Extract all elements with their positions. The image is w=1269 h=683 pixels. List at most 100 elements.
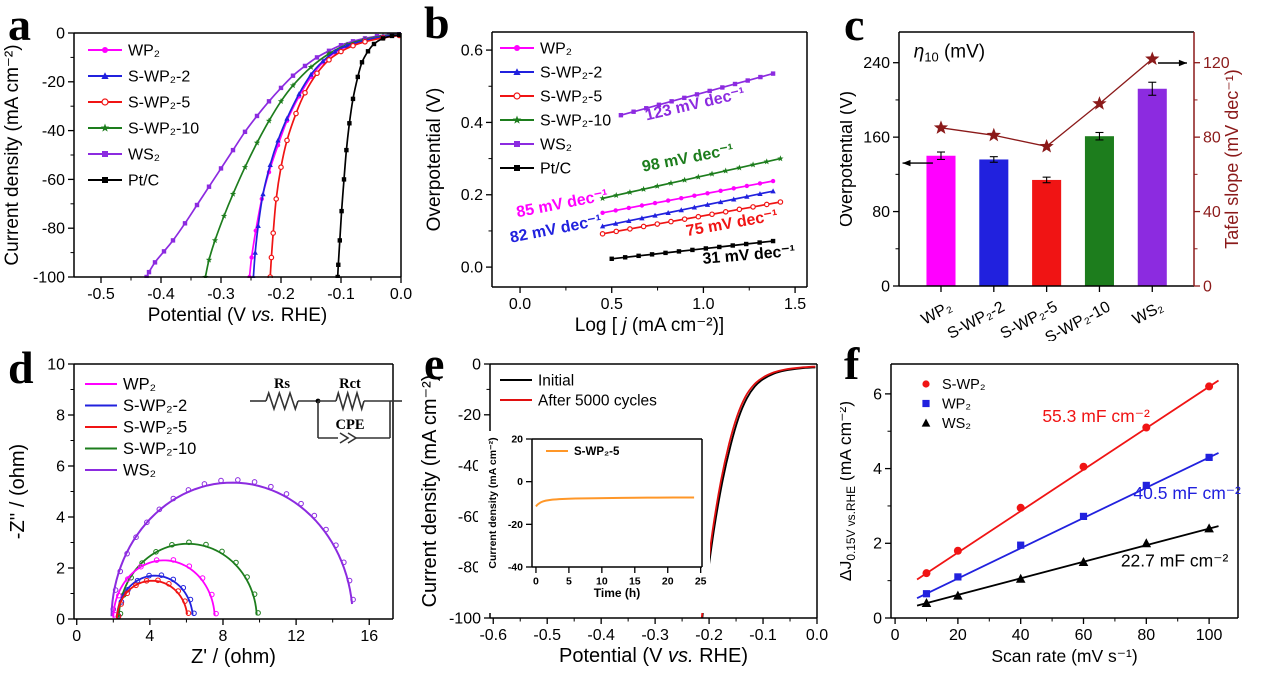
svg-text:4: 4 (873, 461, 882, 478)
svg-text:80: 80 (1137, 627, 1155, 644)
chart-f: 0 20 40 60 80 100 0 2 4 6 Scan rate (mV s⁻¹) ΔJ0.15… (840, 363, 1241, 666)
svg-text:0.4: 0.4 (461, 115, 483, 132)
svg-text:0: 0 (56, 25, 65, 42)
svg-text:WP₂: WP₂ (540, 40, 572, 57)
svg-text:10: 10 (596, 576, 608, 588)
svg-text:-40: -40 (508, 562, 523, 574)
svg-text:S-WP₂-5: S-WP₂-5 (540, 88, 602, 105)
svg-text:25: 25 (695, 576, 707, 588)
svg-text:120: 120 (1203, 55, 1230, 72)
svg-text:0.0: 0.0 (806, 627, 828, 644)
chart-a: -0.5 -0.4 -0.3 -0.2 -0.1 0.0 0 -20 -40 -60 -80 -100… (2, 25, 412, 326)
svg-text:S-WP₂: S-WP₂ (942, 377, 986, 393)
svg-text:S-WP₂-2: S-WP₂-2 (540, 64, 602, 81)
svg-text:4: 4 (56, 509, 65, 526)
svg-text:0: 0 (891, 627, 900, 644)
chart-d: 0 4 8 12 16 0 2 4 6 8 10 Z' / (ohm) -Z'' / (ohm) WP₂ S… (7, 356, 402, 668)
panel-d-label: d (8, 342, 34, 393)
svg-text:1.5: 1.5 (784, 296, 806, 313)
svg-text:10: 10 (47, 356, 65, 373)
svg-text:S-WP₂-10: S-WP₂-10 (540, 112, 611, 129)
svg-text:-0.5: -0.5 (533, 627, 561, 644)
svg-text:-0.1: -0.1 (749, 627, 777, 644)
svg-text:WP₂: WP₂ (128, 42, 160, 59)
svg-text:20: 20 (949, 627, 967, 644)
svg-text:Initial: Initial (538, 372, 574, 389)
svg-text:16: 16 (360, 628, 378, 645)
svg-text:6: 6 (56, 458, 65, 475)
svg-text:WP₂: WP₂ (919, 299, 955, 329)
svg-text:123 mV dec⁻¹: 123 mV dec⁻¹ (644, 85, 747, 124)
svg-text:0: 0 (873, 610, 882, 627)
svg-text:0: 0 (72, 628, 81, 645)
svg-text:-0.4: -0.4 (587, 627, 615, 644)
svg-text:0.0: 0.0 (461, 260, 483, 277)
svg-text:40.5 mF cm⁻²: 40.5 mF cm⁻² (1133, 483, 1241, 503)
svg-text:1.0: 1.0 (692, 296, 714, 313)
svg-text:Potential (V vs. RHE): Potential (V vs. RHE) (148, 305, 328, 326)
svg-text:6: 6 (873, 386, 882, 403)
svg-text:CPE: CPE (336, 417, 365, 433)
svg-text:0.2: 0.2 (461, 187, 483, 204)
svg-text:S-WP₂-5: S-WP₂-5 (128, 94, 190, 111)
svg-text:98 mV dec⁻¹: 98 mV dec⁻¹ (641, 141, 735, 175)
svg-text:S-WP₂-10: S-WP₂-10 (123, 440, 196, 458)
svg-text:15: 15 (629, 576, 641, 588)
svg-text:0: 0 (517, 476, 523, 488)
svg-text:Tafel slope (mV dec⁻¹): Tafel slope (mV dec⁻¹) (1222, 69, 1242, 249)
svg-text:20: 20 (662, 576, 674, 588)
svg-text:Current density (mA cm⁻²): Current density (mA cm⁻²) (487, 437, 499, 568)
svg-text:-20: -20 (458, 407, 481, 424)
svg-text:Z' / (ohm): Z' / (ohm) (191, 646, 276, 668)
svg-text:η10 (mV): η10 (mV) (914, 41, 985, 64)
svg-text:-0.5: -0.5 (87, 286, 115, 303)
svg-text:Rct: Rct (339, 376, 361, 392)
panel-b: b 0.0 0.5 1.0 1.5 0.0 0.2 0.4 0.6 Log [ j (mA cm… (420, 0, 840, 341)
panel-e: e -0.6 -0.5 -0.4 -0.3 -0.2 -0.1 0.0 0 -20 -40 -60-… (420, 341, 840, 683)
svg-text:WP₂: WP₂ (123, 376, 156, 394)
svg-text:S-WP₂-2: S-WP₂-2 (128, 68, 190, 85)
svg-text:-0.4: -0.4 (147, 286, 175, 303)
svg-text:-20: -20 (508, 519, 523, 531)
svg-text:WS₂: WS₂ (123, 462, 156, 480)
svg-text:5: 5 (566, 576, 572, 588)
svg-text:40: 40 (1012, 627, 1030, 644)
svg-text:80: 80 (1203, 130, 1221, 147)
panel-e-label: e (424, 338, 445, 389)
svg-text:8: 8 (219, 628, 228, 645)
svg-text:-0.2: -0.2 (695, 627, 723, 644)
svg-text:WP₂: WP₂ (942, 396, 971, 412)
svg-text:Current density (mA cm⁻²): Current density (mA cm⁻²) (420, 375, 441, 608)
svg-text:-40: -40 (458, 458, 481, 475)
svg-text:-0.1: -0.1 (327, 286, 355, 303)
panel-a: a -0.5 -0.4 -0.3 -0.2 -0.1 0.0 0 -20 -40 -60 -80 -1… (0, 0, 420, 341)
svg-text:100: 100 (1196, 627, 1223, 644)
svg-text:S-WP₂-5: S-WP₂-5 (123, 419, 187, 437)
svg-text:S-WP₂-10: S-WP₂-10 (128, 120, 199, 137)
svg-text:20: 20 (511, 434, 523, 446)
svg-text:-0.3: -0.3 (207, 286, 235, 303)
svg-text:-0.2: -0.2 (267, 286, 295, 303)
svg-text:Potential (V vs. RHE): Potential (V vs. RHE) (559, 645, 748, 667)
svg-text:40: 40 (1203, 204, 1221, 221)
svg-text:2: 2 (873, 536, 882, 553)
svg-text:-80: -80 (42, 221, 65, 238)
panel-b-label: b (424, 0, 450, 48)
svg-text:WS₂: WS₂ (128, 146, 160, 163)
svg-text:0.5: 0.5 (601, 296, 623, 313)
svg-text:0: 0 (472, 356, 481, 373)
panel-c-label: c (844, 0, 865, 50)
svg-text:0.0: 0.0 (509, 296, 531, 313)
panel-f: f 0 20 40 60 80 100 0 2 4 6 Scan rate (mV s⁻¹) ΔJ0.… (840, 341, 1269, 683)
svg-text:S-WP₂-2: S-WP₂-2 (123, 397, 187, 415)
svg-text:0: 0 (533, 576, 539, 588)
chart-b: 0.0 0.5 1.0 1.5 0.0 0.2 0.4 0.6 Log [ j (mA cm⁻²… (424, 31, 808, 336)
svg-text:75 mV dec⁻¹: 75 mV dec⁻¹ (685, 207, 779, 240)
svg-text:S-WP₂-5: S-WP₂-5 (574, 446, 620, 458)
svg-text:-60: -60 (458, 509, 481, 526)
panel-d: d 0 4 8 12 16 0 2 4 6 8 10 Z' / (ohm) -Z'' / (ohm) WP… (0, 341, 420, 683)
svg-text:-Z'' / (ohm): -Z'' / (ohm) (7, 444, 29, 539)
svg-text:Overpotential (V): Overpotential (V) (840, 91, 856, 227)
